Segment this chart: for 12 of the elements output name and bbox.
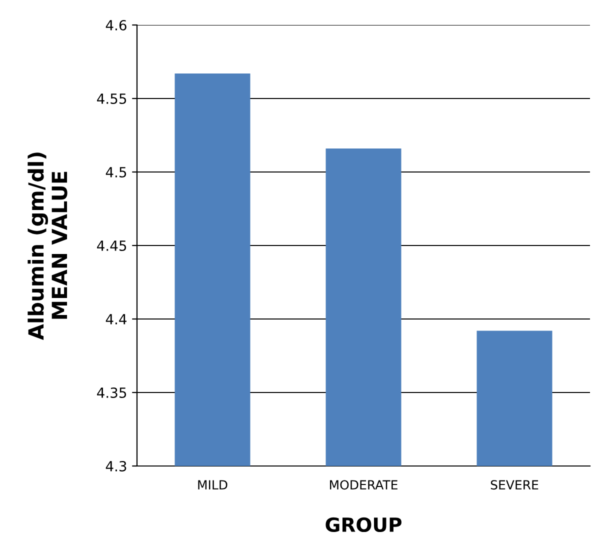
- y-tick-label: 4.35: [97, 387, 126, 398]
- x-tick-label: SEVERE: [490, 480, 538, 490]
- y-tick-label: 4.45: [97, 240, 126, 251]
- y-tick-label: 4.6: [106, 20, 126, 30]
- y-tick-label: 4.3: [106, 460, 126, 472]
- x-axis-title: GROUP: [326, 517, 402, 532]
- y-tick-label: 4.4: [106, 314, 126, 324]
- y-tick-label: 4.5: [106, 167, 126, 178]
- y-axis-title: Albumin (gm/dl) MEAN VALUE: [28, 152, 68, 340]
- x-tick-label: MILD: [198, 480, 228, 490]
- x-tick-label: MODERATE: [330, 480, 398, 490]
- y-tick-label: 4.55: [97, 94, 126, 104]
